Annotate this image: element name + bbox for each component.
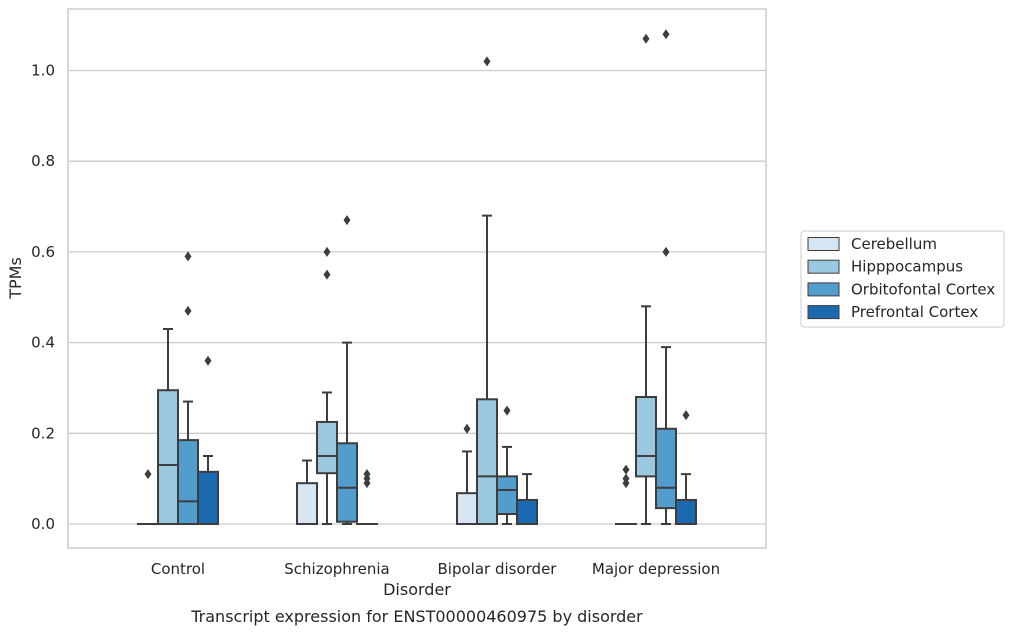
plot-frame [67,8,767,549]
box-hipppocampus [157,327,179,525]
box-body [316,420,338,475]
box-orbitofontal-cortex [496,405,518,525]
box-body [177,439,199,526]
legend-label: Hipppocampus [851,258,963,276]
y-tick-label: 0.2 [31,424,55,442]
outlier-marker [642,33,650,44]
y-axis-label: TPMs [6,257,25,300]
outlier-marker [662,246,670,257]
box-orbitofontal-cortex [177,251,199,526]
x-tick-label: Major depression [592,560,720,578]
legend-swatch [807,282,840,297]
y-tick-label: 0.6 [31,243,55,261]
box-cerebellum [137,469,159,526]
x-tick-label: Control [151,560,205,578]
box-cerebellum [296,459,318,525]
y-tick-labels: 0.0 0.2 0.4 0.6 0.8 1.0 [31,62,55,534]
outlier-marker [184,251,192,262]
box-body [516,498,538,526]
outlier-marker [363,469,371,480]
box-body [675,498,697,526]
x-axis-label: Disorder [383,580,451,599]
outlier-marker [144,469,152,480]
box-body [456,492,478,525]
legend-label: Cerebellum [851,235,937,253]
outlier-marker [662,29,670,40]
legend-swatch [807,237,840,251]
box-body [655,427,677,510]
box-body [336,442,358,523]
legend-swatch [807,259,840,274]
outlier-marker [463,423,471,434]
box-body [296,482,318,525]
box-body [197,470,219,526]
box-prefrontal-cortex [675,410,697,526]
x-tick-labels: Control Schizophrenia Bipolar disorder Majo… [151,560,720,578]
y-tick-label: 0.4 [31,334,55,352]
box-body [496,475,518,516]
outlier-marker [343,215,351,226]
boxes [137,29,697,526]
legend: Cerebellum Hipppocampus Orbitofontal Corte… [800,230,1005,328]
box-hipppocampus [476,56,498,526]
outlier-marker [204,355,212,366]
box-body [157,389,179,525]
box-cerebellum [615,464,637,526]
box-body [635,396,657,478]
legend-swatch [807,305,840,320]
outlier-marker [483,56,491,67]
chart-caption: Transcript expression for ENST0000046097… [190,607,643,626]
y-tick-label: 0.0 [31,515,55,533]
box-cerebellum [456,423,478,525]
outlier-marker [503,405,511,416]
y-tick-label: 0.8 [31,152,55,170]
box-prefrontal-cortex [356,469,378,526]
y-tick-label: 1.0 [31,62,55,80]
box-prefrontal-cortex [516,473,538,526]
x-tick-label: Bipolar disorder [438,560,558,578]
outlier-marker [682,410,690,421]
outlier-marker [622,464,630,475]
box-prefrontal-cortex [197,355,219,526]
legend-label: Prefrontal Cortex [851,303,978,321]
outlier-marker [323,246,331,257]
box-body [476,398,498,526]
box-hipppocampus [635,33,657,525]
box-orbitofontal-cortex [336,215,358,525]
legend-label: Orbitofontal Cortex [851,280,995,298]
x-tick-label: Schizophrenia [284,560,389,578]
outlier-marker [622,473,630,484]
outlier-marker [184,305,192,316]
legend-frame [800,230,1005,328]
outlier-marker [323,269,331,280]
box-hipppocampus [316,246,338,525]
box-orbitofontal-cortex [655,29,677,525]
